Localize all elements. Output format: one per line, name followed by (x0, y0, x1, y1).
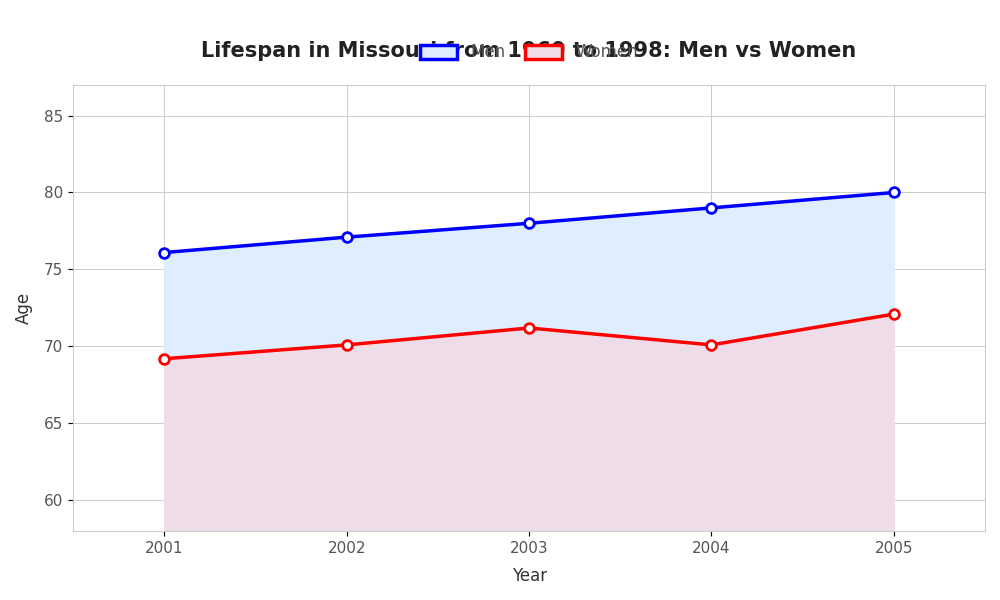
X-axis label: Year: Year (512, 567, 547, 585)
Title: Lifespan in Missouri from 1960 to 1998: Men vs Women: Lifespan in Missouri from 1960 to 1998: … (201, 41, 857, 61)
Legend: Men, Women: Men, Women (412, 35, 646, 70)
Y-axis label: Age: Age (15, 292, 33, 324)
